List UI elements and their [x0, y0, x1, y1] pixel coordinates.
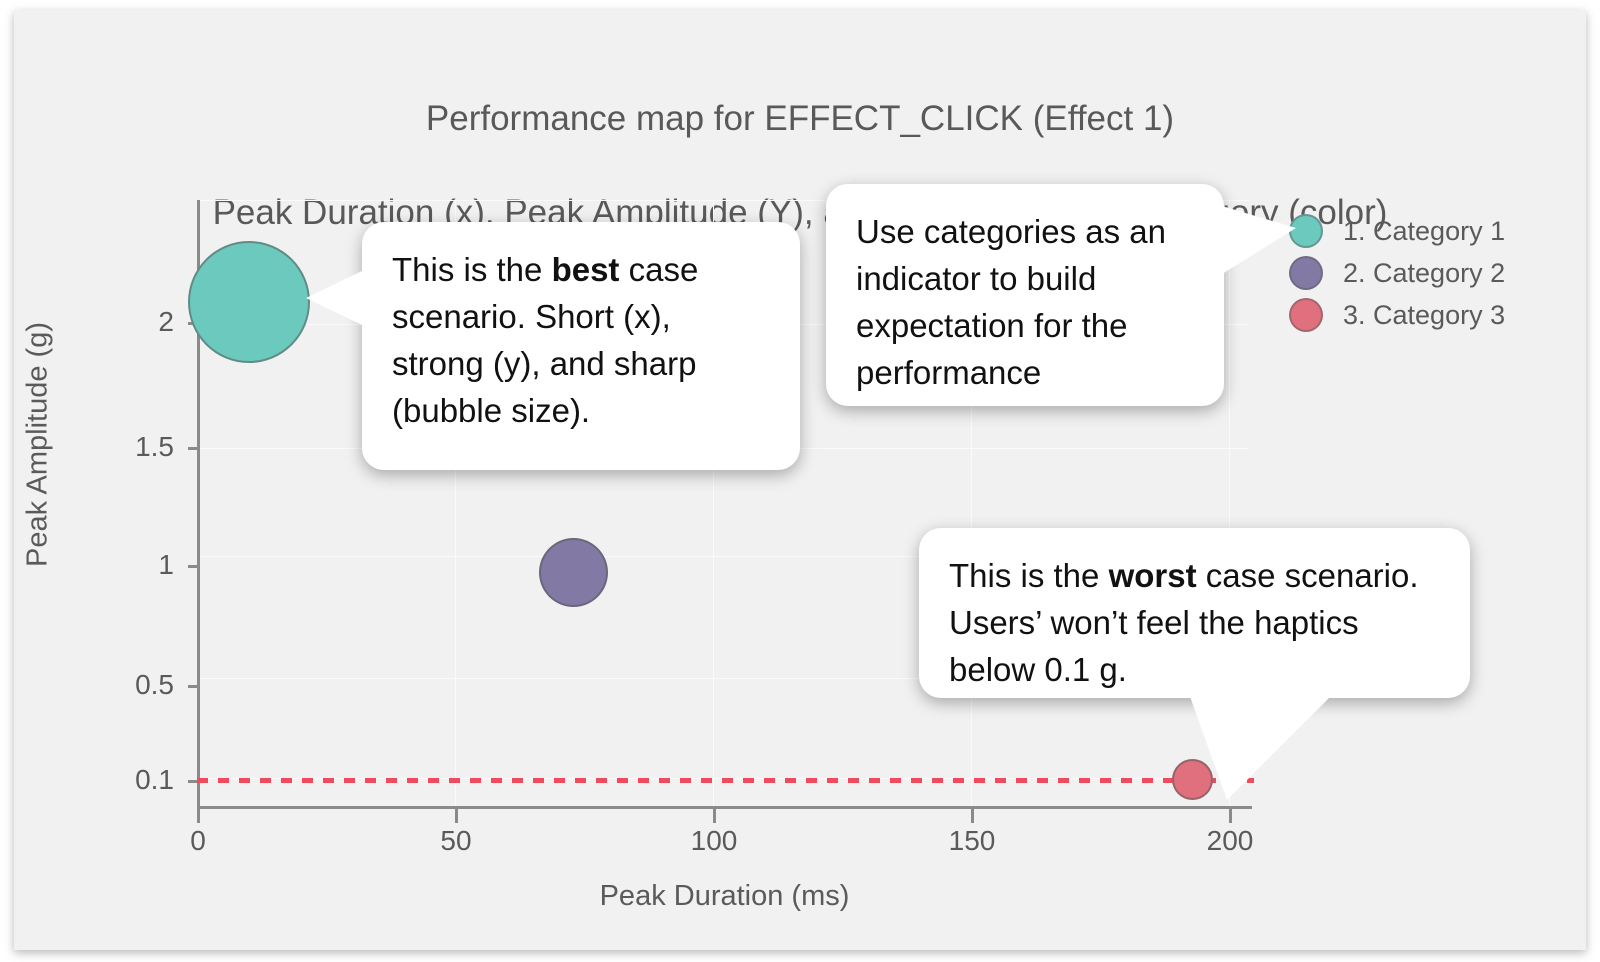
y-tick-mark [188, 780, 200, 783]
legend-item-category-2[interactable]: 2. Category 2 [1289, 252, 1579, 294]
y-axis-line [197, 200, 200, 808]
legend: 1. Category 1 2. Category 2 3. Category … [1289, 210, 1579, 336]
annotation-worst-emphasis: worst [1108, 557, 1197, 594]
legend-item-category-1[interactable]: 1. Category 1 [1289, 210, 1579, 252]
y-tick-label: 0.1 [135, 764, 174, 795]
callout-tail-icon [1222, 206, 1296, 274]
annotation-worst-suffix: case scenario. Users’ won’t feel the hap… [949, 557, 1419, 688]
x-tick-label: 150 [948, 825, 996, 856]
gridline-horizontal [197, 556, 1249, 557]
legend-item-category-3[interactable]: 3. Category 3 [1289, 294, 1579, 336]
y-tick-mark [188, 565, 200, 568]
annotation-worst-case-text: This is the worst case scenario. Users’ … [919, 528, 1470, 719]
x-axis-label: Peak Duration (ms) [599, 880, 850, 912]
x-tick-label: 0 [190, 825, 206, 856]
gridline-vertical [455, 200, 456, 808]
y-tick-mark [188, 685, 200, 688]
x-axis-line [197, 806, 1252, 809]
bubble-category-1[interactable] [188, 241, 310, 363]
y-tick-label: 0.5 [135, 669, 174, 700]
x-tick-mark [197, 809, 200, 823]
legend-label-category-1: 1. Category 1 [1343, 215, 1506, 246]
x-tick-mark [713, 809, 716, 823]
bubble-category-2[interactable] [539, 538, 608, 607]
gridline-vertical [971, 200, 972, 808]
legend-swatch-icon-category-3 [1289, 298, 1323, 332]
annotation-best-case-text: This is the best case scenario. Short (x… [362, 222, 800, 460]
y-tick-mark [188, 447, 200, 450]
x-tick-mark [971, 809, 974, 823]
annotation-callout-best-case: This is the best case scenario. Short (x… [306, 222, 800, 470]
chart-figure-card: Performance map for EFFECT_CLICK (Effect… [14, 10, 1586, 950]
gridline-vertical [713, 200, 714, 808]
y-axis-label: Peak Amplitude (g) [21, 322, 54, 568]
x-tick-label: 200 [1206, 825, 1254, 856]
annotation-categories-text: Use categories as an indicator to build … [826, 184, 1224, 422]
gridline-vertical [1229, 200, 1230, 808]
annotation-best-prefix: This is the [392, 251, 552, 288]
annotation-worst-prefix: This is the [949, 557, 1109, 594]
legend-label-category-2: 2. Category 2 [1343, 257, 1506, 288]
legend-label-category-3: 3. Category 3 [1343, 299, 1506, 330]
y-tick-label: 1 [158, 549, 174, 580]
gridline-horizontal [197, 200, 1249, 201]
y-tick-label: 1.5 [135, 431, 174, 462]
annotation-best-suffix: case scenario. Short (x), strong (y), an… [392, 251, 699, 429]
annotation-best-emphasis: best [551, 251, 620, 288]
chart-title-line-1: Performance map for EFFECT_CLICK (Effect… [425, 99, 1175, 138]
annotation-callout-categories: Use categories as an indicator to build … [826, 184, 1296, 406]
x-tick-mark [455, 809, 458, 823]
annotation-callout-worst-case: This is the worst case scenario. Users’ … [919, 528, 1470, 800]
callout-tail-icon [306, 270, 364, 326]
y-tick-label: 2 [158, 306, 174, 337]
x-tick-label: 100 [690, 825, 738, 856]
x-tick-mark [1229, 809, 1232, 823]
gridline-horizontal [197, 678, 1249, 679]
threshold-line-0.1g [197, 778, 1254, 783]
x-tick-label: 50 [440, 825, 472, 856]
annotation-categories-body: Use categories as an indicator to build … [856, 213, 1167, 391]
callout-tail-icon [1187, 688, 1339, 800]
